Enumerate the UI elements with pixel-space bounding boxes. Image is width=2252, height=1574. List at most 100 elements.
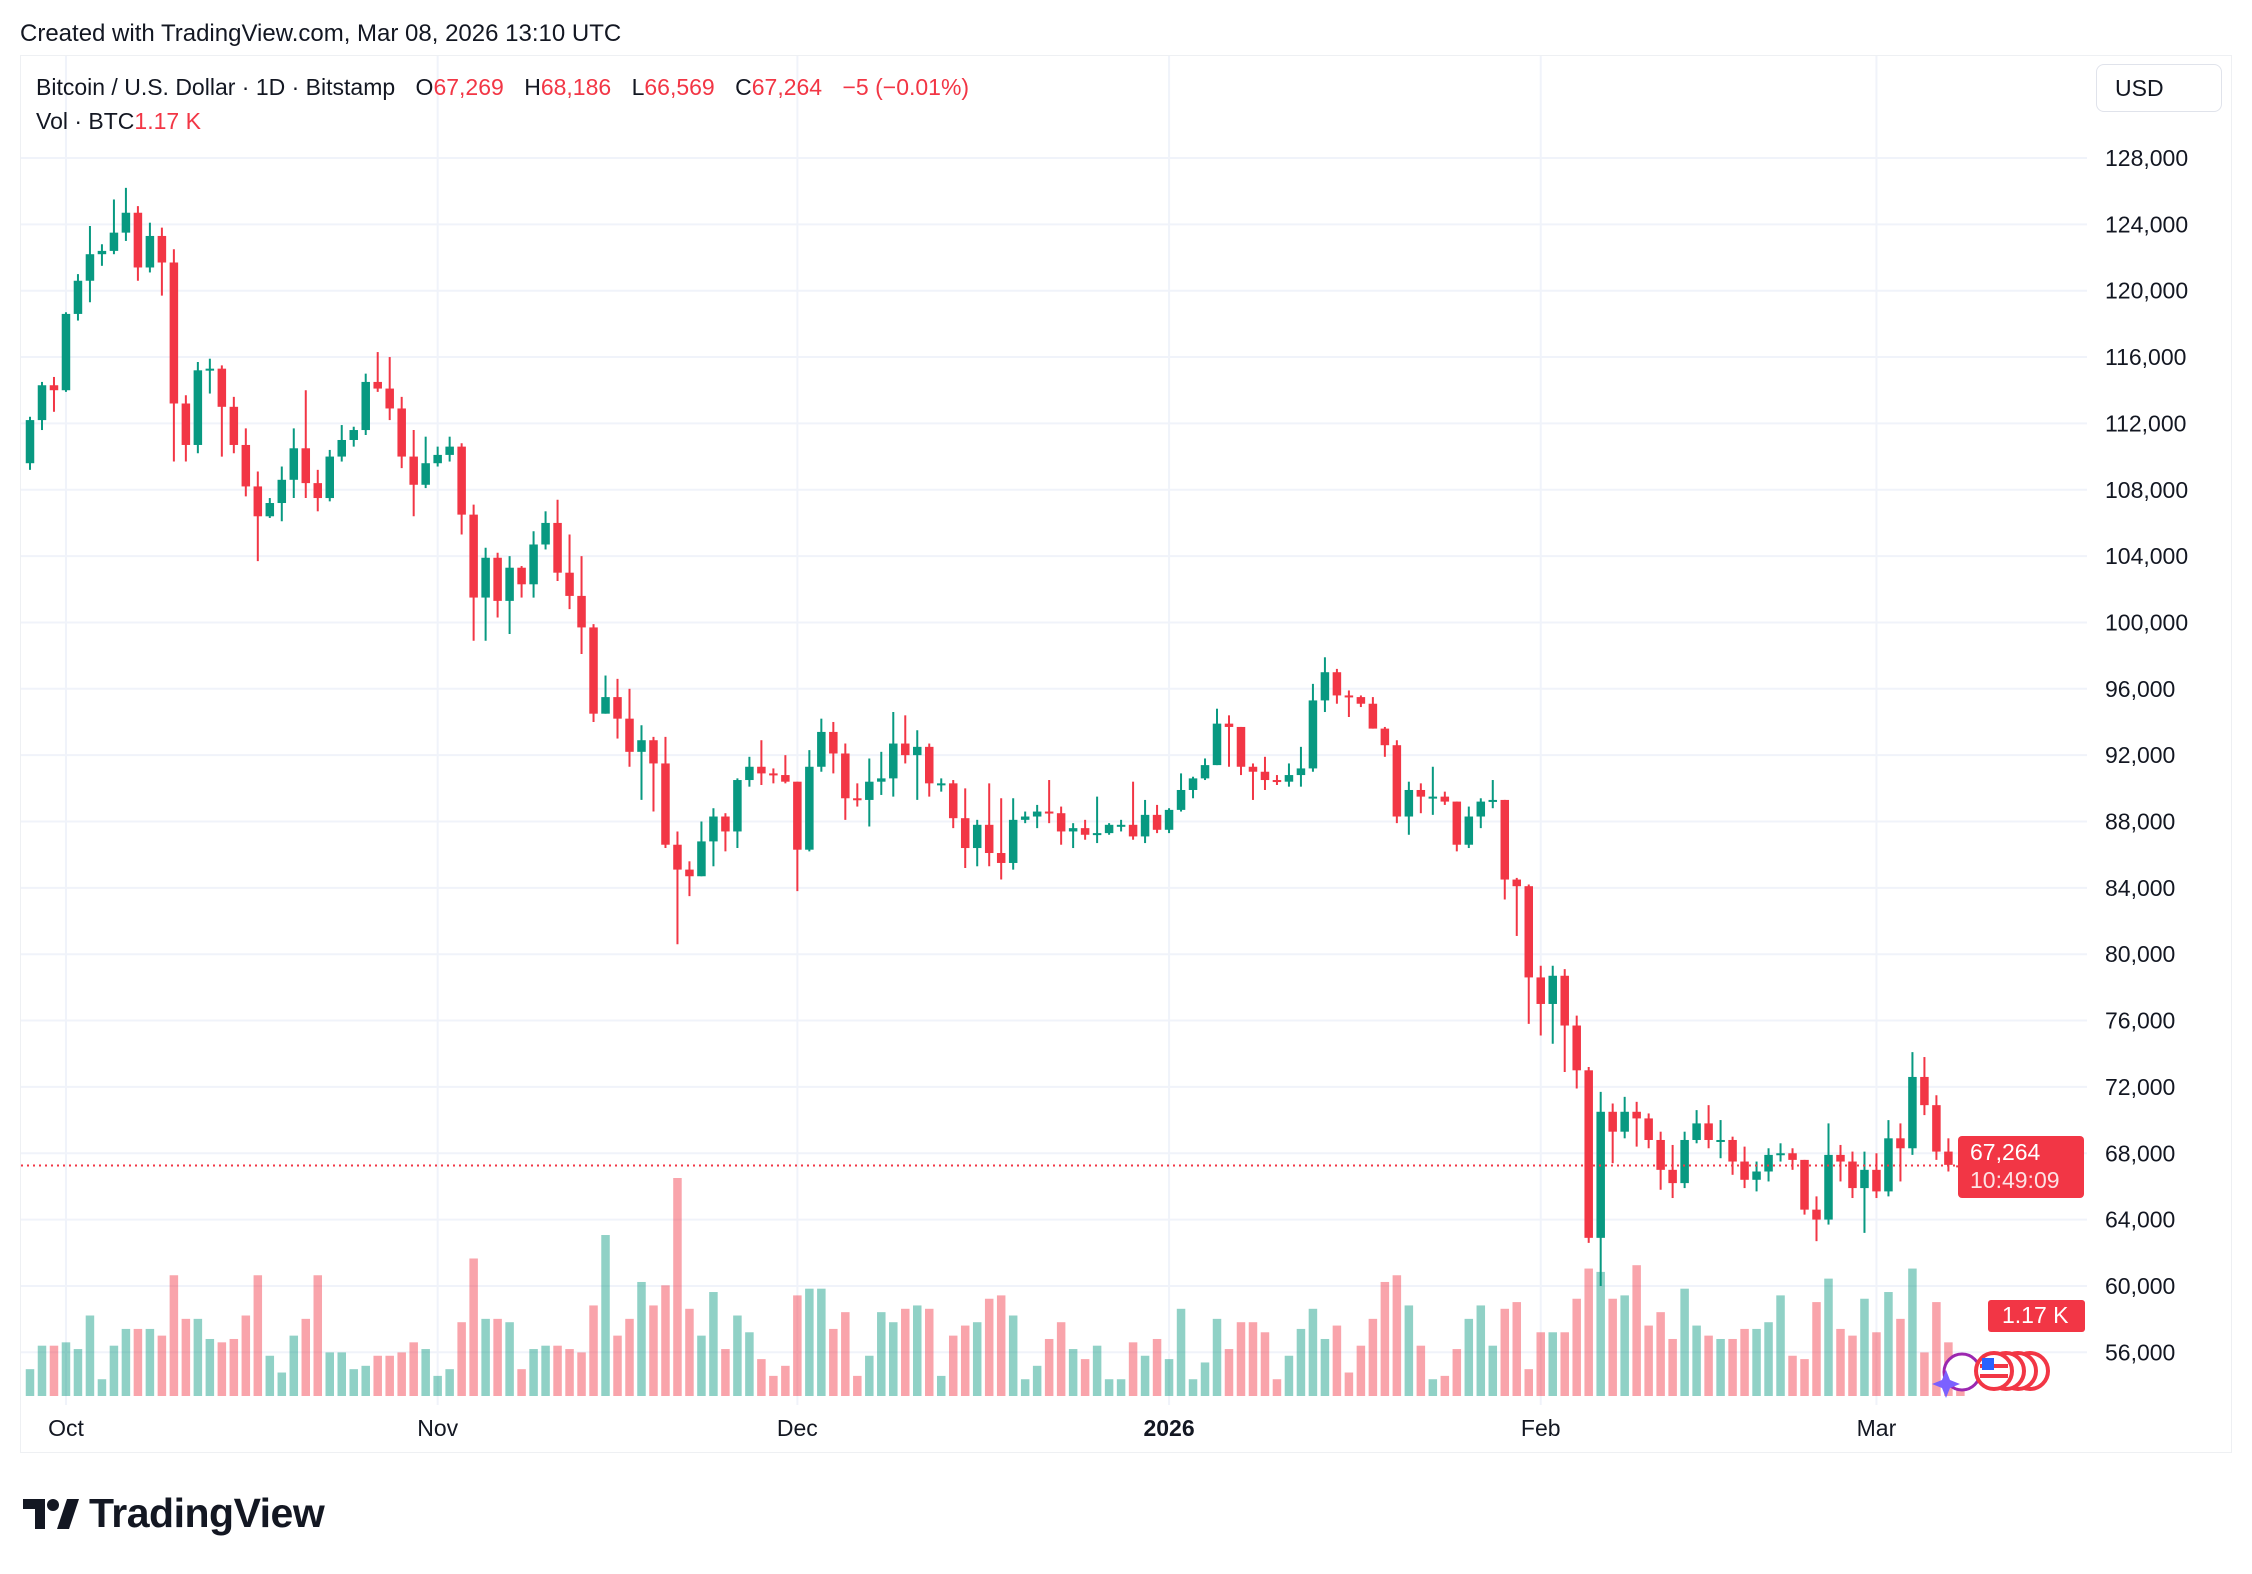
volume-bar — [865, 1355, 874, 1396]
price-tick-label: 72,000 — [2105, 1074, 2175, 1100]
candle-body — [925, 746, 934, 784]
candle-body — [73, 280, 83, 314]
volume-bar — [1020, 1379, 1030, 1396]
candle-body — [325, 456, 334, 499]
volume-bar — [1584, 1268, 1593, 1396]
candle-body — [169, 262, 179, 404]
close-value: 67,264 — [751, 74, 823, 100]
volume-bar — [1032, 1365, 1042, 1396]
candle-body — [97, 250, 107, 255]
candle-body — [1284, 775, 1294, 782]
candle-body — [1128, 824, 1138, 837]
volume-bar — [361, 1365, 370, 1396]
volume-bar — [1860, 1298, 1869, 1396]
time-tick-label: 2026 — [1143, 1415, 1194, 1441]
price-tick-label: 68,000 — [2105, 1140, 2175, 1166]
event-icons[interactable] — [1932, 1351, 2050, 1398]
candle-body — [1296, 768, 1306, 776]
volume-bar — [397, 1352, 406, 1396]
volume-bar — [49, 1345, 59, 1396]
candle-body — [565, 572, 574, 596]
volume-bar — [1728, 1338, 1737, 1396]
candle-body — [1716, 1139, 1725, 1142]
volume-bar — [1272, 1379, 1282, 1396]
time-tick-label: Oct — [48, 1415, 84, 1441]
candle-body — [984, 824, 994, 854]
volume-bar — [1188, 1379, 1198, 1396]
price-tick-label: 112,000 — [2105, 410, 2186, 436]
price-tick-label: 108,000 — [2105, 477, 2188, 503]
price-tick-label: 92,000 — [2105, 742, 2175, 768]
candle-body — [481, 557, 490, 598]
candle-body — [85, 254, 95, 281]
chart-credit: Created with TradingView.com, Mar 08, 20… — [20, 20, 622, 47]
candle-body — [37, 385, 47, 421]
volume-bar — [1668, 1338, 1677, 1396]
candle-body — [1092, 833, 1102, 836]
volume-bar — [1464, 1318, 1474, 1396]
volume-bar — [936, 1375, 946, 1396]
candle-body — [1596, 1111, 1605, 1238]
currency-button[interactable]: USD — [2096, 64, 2222, 112]
volume-bar — [1572, 1298, 1581, 1396]
candle-body — [217, 368, 227, 407]
candle-body — [1920, 1076, 1929, 1106]
candle-body — [1008, 819, 1018, 863]
candle-body — [145, 235, 155, 268]
volume-bar — [373, 1355, 382, 1396]
candle-body — [1836, 1154, 1845, 1162]
volume-bar — [313, 1275, 323, 1396]
candle-body — [913, 746, 922, 756]
tradingview-logo[interactable]: TradingView — [23, 1490, 325, 1537]
candle-body — [661, 763, 670, 845]
volume-bar — [1812, 1302, 1821, 1396]
time-tick-label: Feb — [1521, 1415, 1561, 1441]
candle-body — [1332, 672, 1342, 696]
volume-bar — [1140, 1355, 1150, 1396]
volume-bar — [277, 1372, 287, 1396]
volume-badge: 1.17 K — [1988, 1300, 2085, 1332]
volume-bar — [1200, 1362, 1210, 1396]
candle-body — [1572, 1025, 1581, 1071]
volume-bar — [193, 1318, 203, 1396]
volume-bar — [1608, 1298, 1617, 1396]
volume-bar — [1332, 1325, 1342, 1396]
volume-bar — [960, 1325, 970, 1396]
volume-bar — [1008, 1315, 1018, 1396]
volume-bar — [1836, 1328, 1845, 1396]
candle-body — [1776, 1153, 1785, 1156]
candle-body — [205, 368, 215, 371]
volume-bar — [1776, 1295, 1785, 1396]
volume-bar — [984, 1298, 994, 1396]
candle-body — [1056, 813, 1066, 832]
volume-bar — [517, 1369, 526, 1396]
volume-bar — [1104, 1379, 1114, 1396]
volume-bar — [265, 1355, 275, 1396]
price-tick-label: 88,000 — [2105, 809, 2175, 835]
candle-body — [1140, 814, 1150, 837]
chart-frame — [20, 55, 2232, 1453]
volume-bar — [1092, 1345, 1102, 1396]
volume-bar — [481, 1318, 490, 1396]
volume-bar — [649, 1305, 658, 1396]
candle-body — [181, 403, 191, 445]
candle-body — [1344, 695, 1354, 698]
candle-body — [421, 463, 430, 485]
price-tick-label: 60,000 — [2105, 1273, 2175, 1299]
candle-body — [1668, 1169, 1677, 1184]
candle-body — [433, 454, 442, 464]
volume-label[interactable]: Vol · BTC — [36, 108, 135, 134]
candle-body — [529, 544, 538, 585]
candle-body — [1044, 811, 1054, 814]
candle-body — [745, 766, 754, 781]
candle-body — [1320, 672, 1330, 701]
candle-body — [685, 869, 694, 877]
volume-bar — [1896, 1318, 1905, 1396]
price-tick-label: 56,000 — [2105, 1339, 2175, 1365]
candle-body — [1440, 796, 1450, 802]
symbol-title[interactable]: Bitcoin / U.S. Dollar · 1D · Bitstamp — [36, 74, 396, 100]
volume-bar — [793, 1295, 802, 1396]
price-tick-label: 100,000 — [2105, 609, 2188, 635]
logo-text: TradingView — [89, 1490, 325, 1536]
